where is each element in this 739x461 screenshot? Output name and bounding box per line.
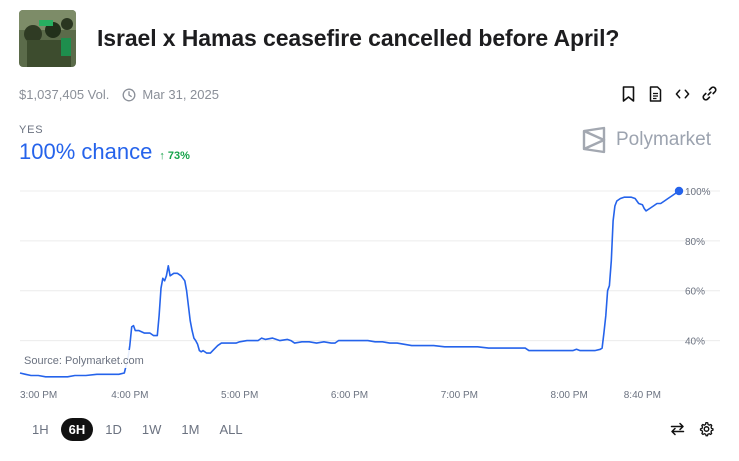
market-actions bbox=[621, 85, 717, 102]
chance-value: 100% chance bbox=[19, 139, 153, 164]
clock-icon bbox=[122, 88, 136, 101]
swap-outcome-button[interactable] bbox=[670, 421, 685, 437]
series-line-yes bbox=[19, 190, 680, 378]
y-tick-label: 100% bbox=[685, 187, 711, 198]
market-title: Israel x Hamas ceasefire cancelled befor… bbox=[97, 25, 620, 51]
x-axis-ticks: 3:00 PM 4:00 PM 5:00 PM 6:00 PM 7:00 PM 8:00 … bbox=[20, 390, 661, 401]
chart-settings-button[interactable] bbox=[699, 421, 714, 437]
x-tick-label: 4:00 PM bbox=[111, 390, 148, 401]
chance-change-value: 73% bbox=[167, 150, 190, 162]
bookmark-button[interactable] bbox=[621, 85, 636, 102]
market-meta: $1,037,405 Vol. Mar 31, 2025 bbox=[19, 87, 219, 102]
source-text: Source: Polymarket.com bbox=[24, 355, 144, 367]
gear-icon bbox=[699, 421, 714, 437]
y-tick-label: 80% bbox=[685, 237, 705, 248]
brand-name: Polymarket bbox=[616, 129, 712, 150]
price-chart: 40% 60% 80% 100% Source: Polymarket.com 3:0… bbox=[19, 186, 720, 401]
x-tick-label: 7:00 PM bbox=[441, 390, 478, 401]
source-label: Source: Polymarket.com bbox=[20, 350, 158, 368]
chance-change: ↑ 73% bbox=[159, 150, 190, 162]
swap-icon bbox=[670, 422, 685, 436]
chance-row: 100% chance ↑ 73% bbox=[19, 139, 190, 165]
time-range-controls: 1H 6H 1D 1W 1M ALL bbox=[24, 418, 251, 441]
volume-text: $1,037,405 Vol. bbox=[19, 87, 110, 102]
arrow-up-icon: ↑ bbox=[159, 150, 165, 162]
market-image bbox=[19, 10, 76, 67]
code-icon bbox=[675, 89, 690, 98]
end-date-text: Mar 31, 2025 bbox=[142, 87, 219, 102]
copy-link-button[interactable] bbox=[702, 85, 717, 102]
polymarket-logo-icon bbox=[582, 126, 606, 154]
market-thumbnail bbox=[19, 10, 76, 67]
range-all-button[interactable]: ALL bbox=[219, 422, 243, 437]
link-icon bbox=[702, 86, 717, 101]
series-end-point bbox=[674, 186, 684, 196]
y-tick-label: 40% bbox=[685, 337, 705, 348]
outcome-label: YES bbox=[19, 124, 44, 136]
grid-lines bbox=[20, 190, 720, 342]
chart-tools bbox=[670, 421, 714, 437]
range-1h-button[interactable]: 1H bbox=[32, 422, 49, 437]
range-1d-button[interactable]: 1D bbox=[105, 422, 122, 437]
y-axis-ticks: 40% 60% 80% 100% bbox=[685, 187, 711, 348]
range-6h-button[interactable]: 6H bbox=[60, 418, 94, 441]
y-tick-label: 60% bbox=[685, 287, 705, 298]
embed-button[interactable] bbox=[675, 85, 690, 102]
x-tick-label: 5:00 PM bbox=[221, 390, 258, 401]
range-1w-button[interactable]: 1W bbox=[141, 422, 162, 437]
document-button[interactable] bbox=[648, 85, 663, 102]
x-tick-label: 8:40 PM bbox=[624, 390, 661, 401]
x-tick-label: 8:00 PM bbox=[551, 390, 588, 401]
bookmark-icon bbox=[622, 85, 635, 102]
x-tick-label: 6:00 PM bbox=[331, 390, 368, 401]
end-date: Mar 31, 2025 bbox=[122, 87, 219, 102]
document-icon bbox=[649, 85, 662, 102]
range-1m-button[interactable]: 1M bbox=[181, 422, 200, 437]
x-tick-label: 3:00 PM bbox=[20, 390, 57, 401]
polymarket-brand: Polymarket bbox=[582, 126, 711, 154]
